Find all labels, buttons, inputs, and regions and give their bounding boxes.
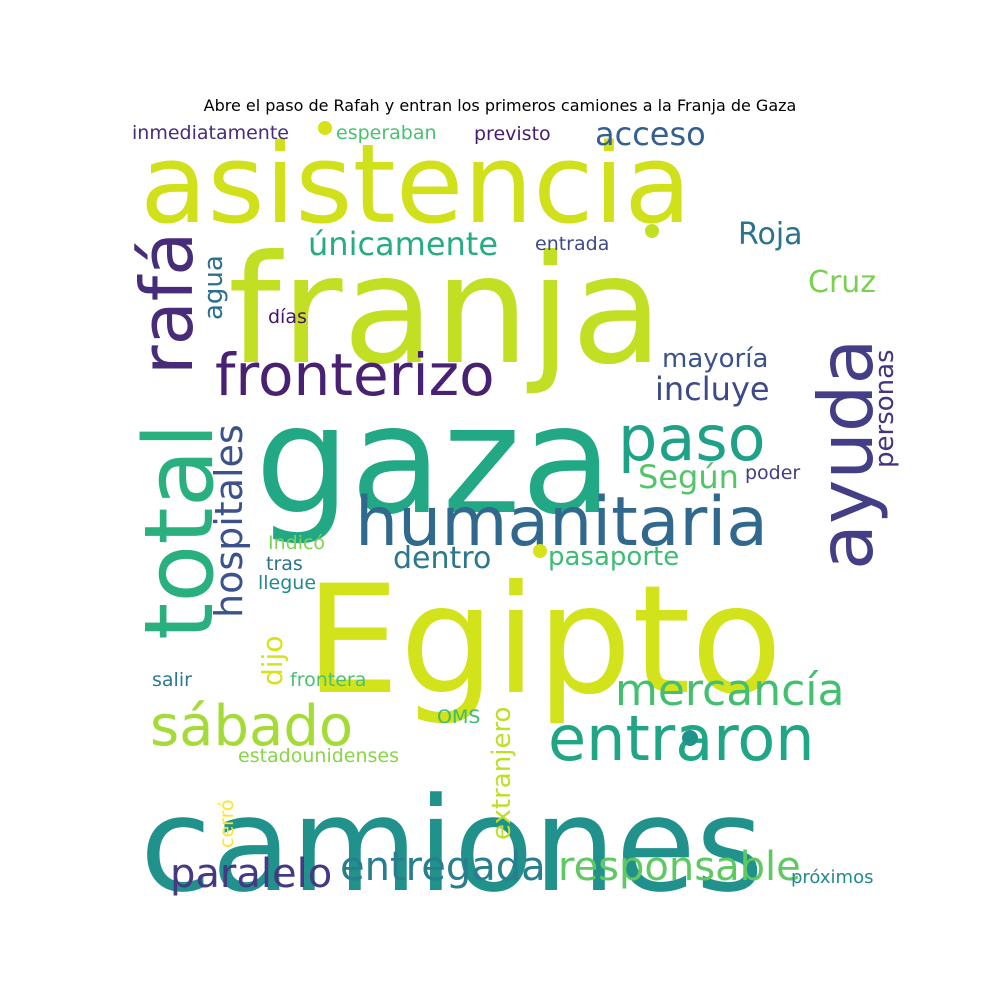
word-4: camiones — [140, 769, 764, 921]
word-3: Egipto — [305, 554, 782, 728]
word-5: total — [125, 423, 235, 640]
dot-3 — [682, 730, 698, 746]
word-2: gaza — [255, 374, 613, 548]
word-43: estadounidenses — [238, 745, 399, 767]
word-0: asistencia — [140, 120, 692, 248]
word-25: pasaporte — [548, 542, 679, 572]
word-6: rafá — [125, 232, 209, 375]
word-34: entrada — [535, 233, 609, 255]
word-33: previsto — [474, 123, 551, 145]
chart-title: Abre el paso de Rafah y entran los prime… — [203, 96, 797, 115]
word-36: poder — [745, 462, 800, 484]
dot-0 — [318, 121, 332, 135]
word-42: OMS — [437, 706, 480, 728]
word-28: agua — [199, 255, 229, 320]
dot-2 — [533, 544, 547, 558]
word-23: Según — [638, 458, 739, 496]
word-18: acceso — [595, 115, 706, 153]
word-13: mercancía — [615, 665, 844, 716]
word-35: días — [268, 306, 307, 328]
word-14: responsable — [558, 844, 801, 890]
word-32: esperaban — [336, 122, 437, 144]
word-16: paralelo — [170, 851, 332, 897]
word-7: ayuda — [802, 339, 890, 570]
dot-1 — [645, 224, 659, 238]
word-24: dentro — [393, 541, 491, 576]
word-37: Indicó — [268, 532, 325, 554]
word-40: salir — [152, 669, 192, 691]
word-45: próximos — [791, 867, 873, 888]
word-21: Cruz — [808, 265, 876, 300]
word-27: personas — [870, 349, 900, 468]
word-17: hospitales — [207, 424, 251, 618]
word-38: tras — [266, 553, 303, 575]
word-8: humanitaria — [355, 483, 768, 562]
word-19: únicamente — [308, 225, 498, 263]
word-12: sábado — [150, 694, 353, 759]
word-10: paso — [618, 402, 766, 475]
word-20: Roja — [738, 217, 803, 252]
word-30: extranjero — [487, 707, 517, 840]
word-44: cerró — [216, 799, 238, 848]
word-26: mayoría — [662, 344, 768, 374]
word-29: dijo — [256, 636, 289, 686]
word-1: franja — [228, 224, 663, 398]
word-11: entraron — [548, 702, 815, 775]
word-39: llegue — [258, 572, 316, 594]
word-22: incluye — [655, 370, 770, 408]
word-31: inmediatamente — [132, 122, 289, 144]
word-9: fronterizo — [215, 341, 495, 409]
word-15: entregada — [340, 844, 546, 890]
word-41: frontera — [290, 669, 366, 691]
